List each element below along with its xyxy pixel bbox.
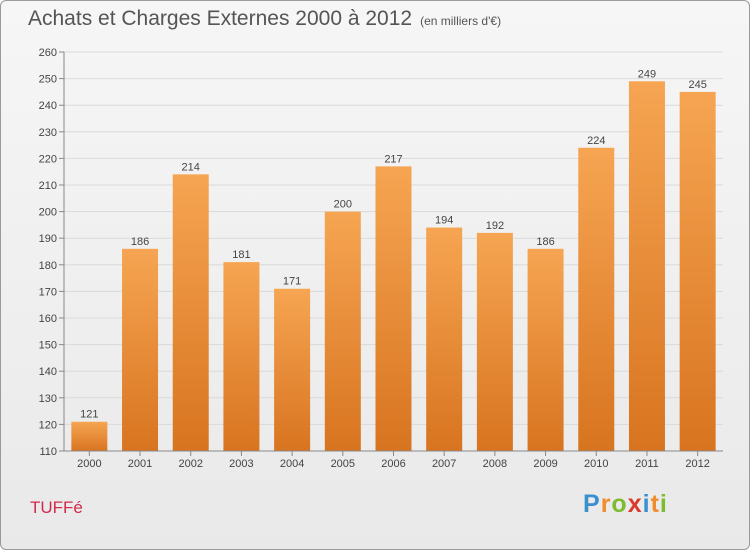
x-tick-label-2010: 2010: [584, 458, 608, 470]
bar-2000: [71, 421, 108, 451]
bar-2003: [223, 262, 260, 451]
x-tick-label-2007: 2007: [432, 458, 456, 470]
x-tick-label-2008: 2008: [483, 458, 507, 470]
data-label-2001: 186: [131, 236, 149, 248]
chart-subtitle: (en milliers d'€): [420, 14, 502, 28]
y-tick-label: 220: [39, 153, 57, 165]
y-tick-label: 140: [39, 366, 57, 378]
bar-2005: [324, 211, 361, 451]
x-tick-label-2001: 2001: [128, 458, 152, 470]
x-tick-label-2006: 2006: [381, 458, 405, 470]
logo-letter: t: [650, 490, 660, 518]
x-tick-label-2005: 2005: [331, 458, 355, 470]
data-label-2005: 200: [334, 199, 352, 211]
y-tick-label: 120: [39, 419, 57, 431]
data-label-2010: 224: [587, 135, 605, 147]
data-label-2002: 214: [182, 161, 200, 173]
y-tick-label: 250: [39, 74, 57, 86]
x-tick-label-2011: 2011: [635, 458, 659, 470]
y-axis-ticks: 110 120 130 140 150 160 170 180 190 200 210 220 230 2…: [39, 47, 64, 458]
x-tick-label-2009: 2009: [533, 458, 557, 470]
data-label-2009: 186: [536, 236, 554, 248]
y-tick-label: 190: [39, 233, 57, 245]
data-label-2011: 249: [638, 68, 656, 80]
y-tick-label: 240: [39, 100, 57, 112]
y-tick-label: 200: [39, 207, 57, 219]
bars: [71, 81, 716, 452]
x-axis-ticks: 2000 2001 2002 2003 2004 2005 2006 2007 2008 2009…: [77, 451, 710, 470]
y-tick-label: 230: [39, 127, 57, 139]
data-label-2008: 192: [486, 220, 504, 232]
bar-2009: [527, 248, 564, 451]
logo-letter: i: [659, 490, 668, 518]
y-tick-label: 150: [39, 340, 57, 352]
y-tick-label: 160: [39, 313, 57, 325]
logo-letter: i: [642, 490, 651, 518]
bar-2007: [426, 227, 463, 451]
data-labels: 121 186 214 181 171 200 217 194 192 186 224 249 245: [80, 68, 707, 420]
bar-2006: [375, 166, 412, 451]
x-tick-label-2004: 2004: [280, 458, 304, 470]
title-text: Achats et Charges Externes 2000 à 2012: [28, 7, 413, 30]
data-label-2003: 181: [232, 249, 250, 261]
bar-2004: [274, 288, 311, 451]
logo-letter: P: [583, 490, 601, 518]
bar-2001: [122, 248, 159, 451]
commune-name: TUFFé: [30, 498, 83, 517]
proxiti-logo: Proxiti: [583, 490, 668, 519]
y-tick-label: 180: [39, 260, 57, 272]
data-label-2006: 217: [384, 153, 402, 165]
bar-2008: [476, 232, 513, 451]
y-tick-label: 260: [39, 47, 57, 59]
data-label-2004: 171: [283, 276, 301, 288]
data-label-2000: 121: [80, 409, 98, 421]
x-tick-label-2003: 2003: [229, 458, 253, 470]
y-tick-label: 170: [39, 286, 57, 298]
bar-2011: [628, 81, 665, 451]
x-tick-label-2012: 2012: [685, 458, 709, 470]
logo-letter: x: [627, 490, 643, 518]
y-tick-label: 210: [39, 180, 57, 192]
x-tick-label-2002: 2002: [178, 458, 202, 470]
data-label-2012: 245: [688, 79, 706, 91]
y-tick-label: 130: [39, 393, 57, 405]
y-tick-label: 110: [39, 446, 57, 458]
bar-2010: [578, 147, 615, 451]
logo-letter: o: [611, 490, 628, 518]
chart-title: Achats et Charges Externes 2000 à 2012 (e…: [28, 7, 501, 31]
data-label-2007: 194: [435, 215, 453, 227]
x-tick-label-2000: 2000: [77, 458, 101, 470]
bar-2002: [172, 174, 209, 452]
logo-letter: r: [600, 490, 612, 518]
bar-2012: [679, 91, 716, 452]
